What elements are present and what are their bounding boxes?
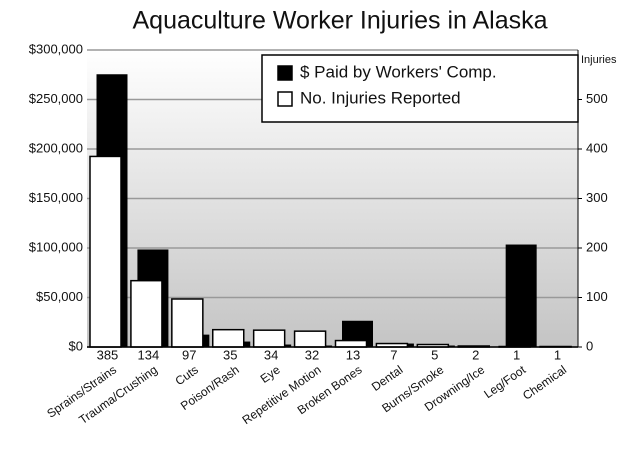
y-tick-label: $50,000	[36, 289, 83, 304]
y2-tick-label: 400	[586, 140, 608, 155]
data-label: 5	[431, 347, 438, 362]
data-label: 97	[182, 347, 196, 362]
data-label: 385	[97, 347, 119, 362]
x-tick-label: Chemical	[520, 363, 569, 403]
data-label: 34	[264, 347, 278, 362]
data-label: 13	[346, 347, 360, 362]
bar	[171, 298, 204, 348]
y-tick-label: $100,000	[29, 239, 83, 254]
y2-tick-label: 100	[586, 289, 608, 304]
legend-label: No. Injuries Reported	[300, 88, 461, 107]
data-label: 7	[390, 347, 397, 362]
y2-tick-label: 300	[586, 190, 608, 205]
bar	[334, 339, 368, 348]
bar	[89, 155, 122, 348]
bar	[130, 279, 163, 348]
data-label: 134	[138, 347, 160, 362]
x-tick-label: Eye	[258, 362, 283, 386]
x-tick-label: Cuts	[173, 363, 201, 389]
bar	[293, 330, 327, 348]
x-tick-label: Leg/Foot	[481, 362, 528, 401]
bar	[505, 244, 537, 348]
y2-axis-label: Injuries	[581, 54, 617, 66]
data-label: 35	[223, 347, 237, 362]
data-label: 1	[513, 347, 520, 362]
bar	[252, 329, 286, 348]
y-tick-label: $250,000	[29, 91, 83, 106]
data-label: 2	[472, 347, 479, 362]
legend-label: $ Paid by Workers' Comp.	[300, 62, 497, 81]
y2-tick-label: 500	[586, 91, 608, 106]
y-tick-label: $0	[69, 338, 83, 353]
bar	[212, 328, 245, 348]
legend-swatch	[277, 65, 293, 81]
y2-tick-label: 0	[586, 338, 593, 353]
y-tick-label: $150,000	[29, 190, 83, 205]
y2-tick-label: 200	[586, 239, 608, 254]
legend-box	[261, 54, 579, 123]
chart-title: Aquaculture Worker Injuries in Alaska	[132, 7, 547, 35]
data-label: 1	[554, 347, 561, 362]
y-tick-label: $300,000	[29, 41, 83, 56]
data-label: 32	[305, 347, 319, 362]
y-tick-label: $200,000	[29, 140, 83, 155]
legend-swatch	[277, 91, 293, 107]
